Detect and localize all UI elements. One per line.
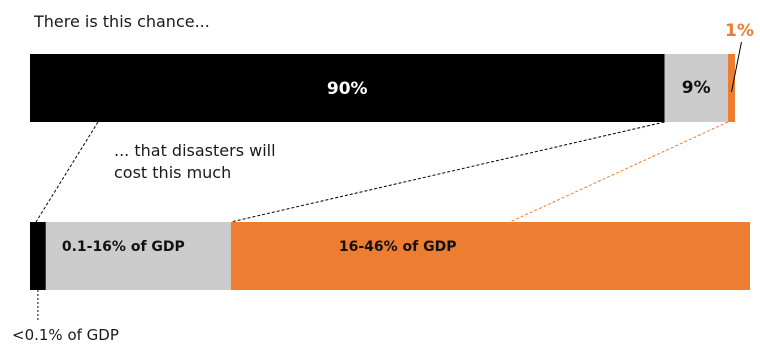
caption-line-1: ... that disasters will (114, 141, 276, 160)
probability-label-3: 1% (725, 21, 754, 41)
cost-bar-segment-2 (45, 222, 231, 290)
probability-label-3-leader (730, 41, 742, 93)
connector-1pct (509, 121, 729, 223)
caption-text: ... that disasters will cost this much (114, 140, 276, 184)
connector-9pct (230, 121, 665, 223)
cost-label-2: 0.1-16% of GDP (62, 239, 185, 255)
cost-bar-segment-3 (230, 222, 750, 290)
intro-text: There is this chance... (34, 12, 210, 31)
cost-bar-segment-1 (30, 222, 46, 290)
cost-label-1: <0.1% of GDP (12, 326, 119, 344)
probability-bar-segment-1 (30, 54, 665, 122)
connector-90pct (35, 121, 99, 223)
caption-line-2: cost this much (114, 163, 232, 182)
probability-label-1: 90% (327, 79, 368, 99)
probability-label-2: 9% (682, 78, 711, 98)
probability-bar-segment-3 (727, 54, 735, 122)
probability-bar-segment-2 (664, 54, 728, 122)
cost-label-3: 16-46% of GDP (339, 239, 457, 255)
